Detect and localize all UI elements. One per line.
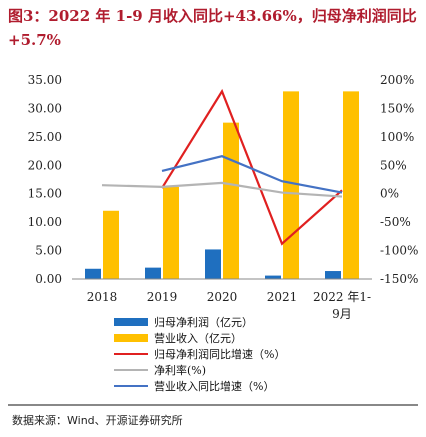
left-axis-ticks: 0.00 5.00 10.00 15.00 20.00 25.00 30.00 35.00: [28, 73, 62, 286]
x-tick-label: 2018: [87, 290, 118, 304]
footer-divider: [8, 404, 418, 406]
source-note: 数据来源：Wind、开源证券研究所: [12, 414, 183, 427]
legend-swatch: [114, 318, 148, 326]
right-tick-label: -100%: [380, 244, 418, 258]
legend-label: 净利率(%): [154, 363, 206, 377]
right-tick-label: 150%: [380, 101, 414, 115]
legend-label: 营业收入同比增速（%）: [154, 379, 274, 393]
left-tick-label: 10.00: [28, 215, 62, 229]
profit-bar: [205, 249, 221, 279]
chart-title: 图3：2022 年 1-9 月收入同比+43.66%，归母净利润同比+5.7%: [8, 7, 417, 49]
left-tick-label: 0.00: [35, 272, 62, 286]
revenue-bar: [223, 122, 239, 280]
lines: [101, 88, 343, 246]
right-tick-label: -50%: [380, 215, 411, 229]
right-tick-label: 100%: [380, 130, 414, 144]
legend-label: 营业收入（亿元）: [154, 331, 242, 345]
left-tick-label: 5.00: [35, 244, 62, 258]
left-tick-label: 30.00: [28, 101, 62, 115]
legend-label: 归母净利润同比增速（%）: [154, 347, 285, 361]
left-tick-label: 35.00: [28, 73, 62, 87]
x-tick-label: 2020: [207, 290, 238, 304]
left-tick-label: 25.00: [28, 130, 62, 144]
profit-bar: [85, 268, 101, 279]
left-tick-label: 15.00: [28, 187, 62, 201]
revenue-bar: [163, 186, 179, 279]
right-axis-ticks: -150% -100% -50% 0% 50% 100% 150% 200%: [380, 73, 418, 286]
revenue-bar: [343, 91, 359, 279]
right-tick-label: 50%: [380, 158, 407, 172]
left-tick-label: 20.00: [28, 158, 62, 172]
revenue-bar: [283, 91, 299, 279]
legend-label: 归母净利润（亿元）: [154, 315, 253, 329]
profit-bar: [325, 271, 341, 279]
net-margin-line: [101, 181, 343, 198]
right-tick-label: 200%: [380, 73, 414, 87]
revenue-bar: [103, 210, 119, 279]
chart: 0.00 5.00 10.00 15.00 20.00 25.00 30.00 35.00 -…: [28, 73, 419, 393]
x-tick-label: 2021: [267, 290, 298, 304]
x-tick-label: 9月: [332, 307, 352, 321]
profit-bar: [265, 275, 281, 279]
legend-swatch: [114, 334, 148, 342]
x-axis-labels: 2018 2019 2020 2021 2022 年1- 9月: [87, 290, 371, 321]
right-tick-label: -150%: [380, 272, 418, 286]
profit-bar: [145, 267, 161, 279]
x-tick-label: 2022 年1-: [313, 290, 371, 304]
revenue-growth-line: [161, 155, 343, 194]
x-tick-label: 2019: [147, 290, 178, 304]
right-tick-label: 0%: [380, 187, 399, 201]
legend: 归母净利润（亿元） 营业收入（亿元） 归母净利润同比增速（%） 净利率(%) 营业收入同…: [114, 315, 285, 393]
